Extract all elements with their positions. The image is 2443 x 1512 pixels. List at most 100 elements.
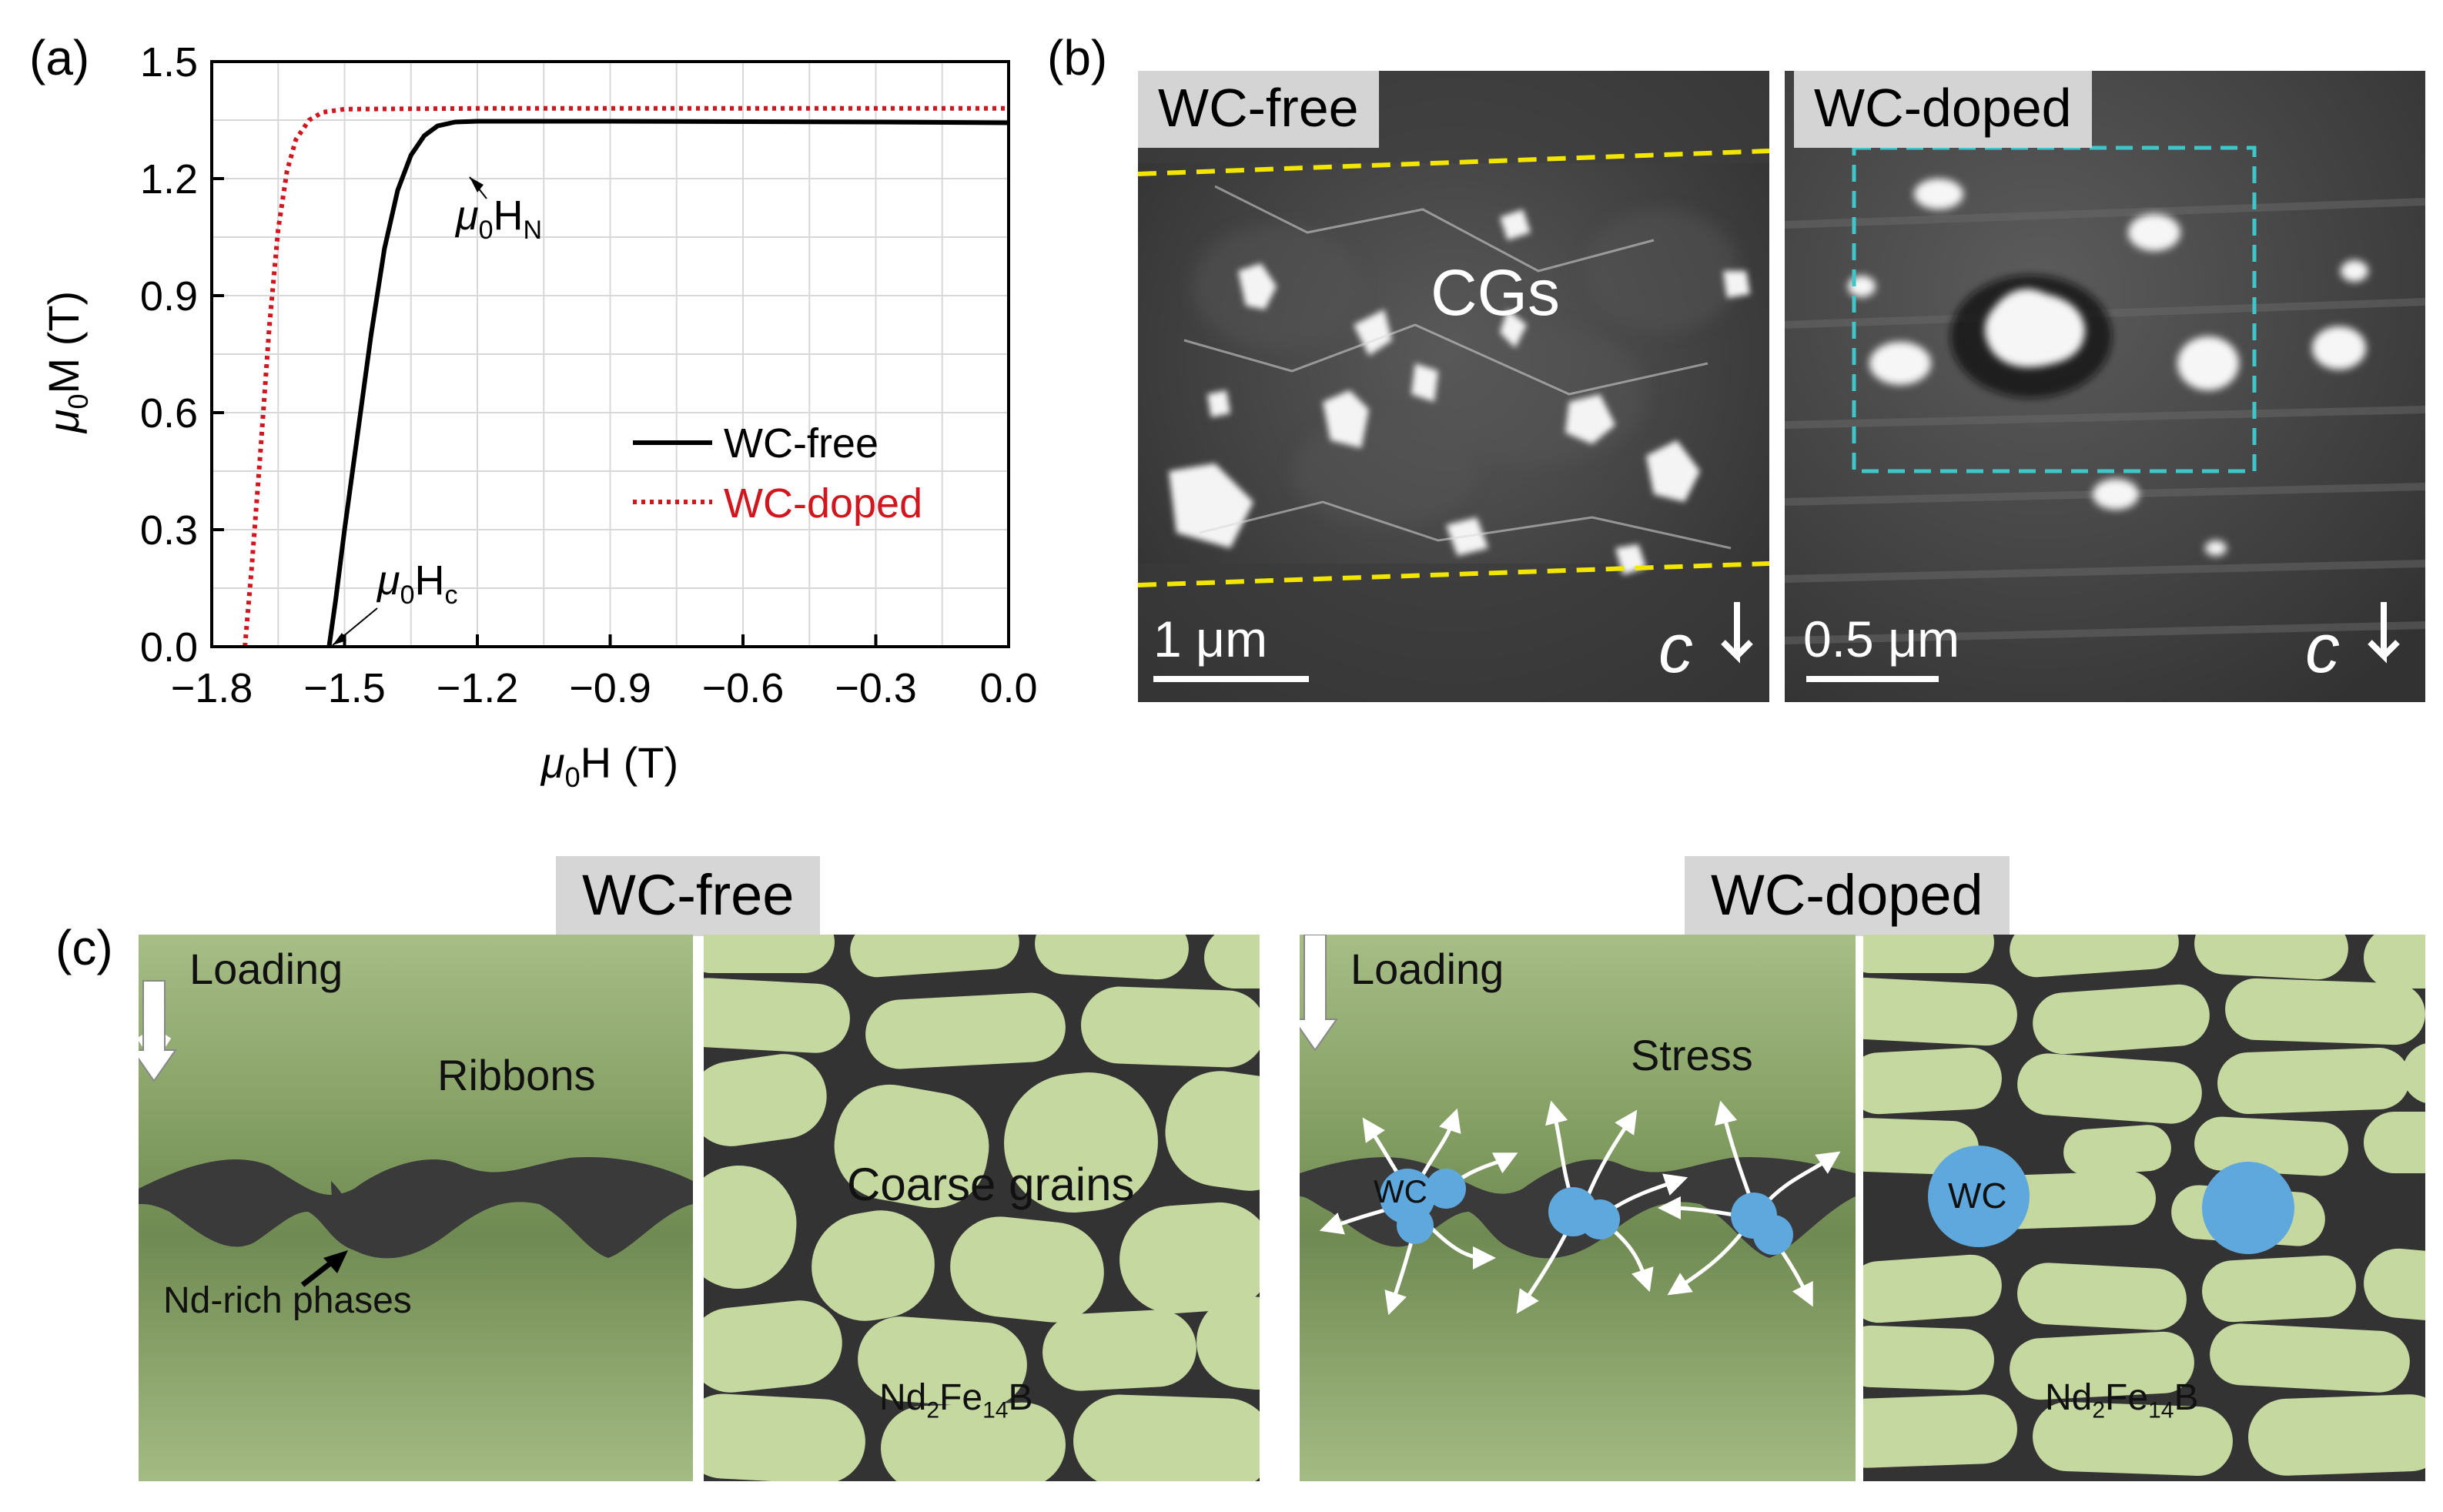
loading-label-left: Loading	[189, 945, 343, 993]
grain	[2194, 1116, 2348, 1176]
wc-label-stress: WC	[1374, 1173, 1427, 1209]
grain	[2210, 1323, 2410, 1393]
grain	[704, 1166, 797, 1289]
cgs-label: CGs	[1431, 256, 1560, 329]
grain	[1863, 977, 2017, 1046]
wc-doped-header: WC-doped	[1685, 856, 2010, 936]
grain	[1196, 1295, 1260, 1390]
x-axis-label: μ0H (T)	[540, 738, 678, 793]
grain	[704, 1054, 827, 1146]
wc-grains-diagram: WC Nd2Fe14B	[1863, 935, 2425, 1481]
nd-rich-label: Nd-rich phases	[163, 1280, 412, 1321]
grain	[1863, 1254, 2002, 1323]
grain	[1073, 1394, 1260, 1481]
ribbons-diagram: Loading Ribbons Nd-rich phases	[139, 935, 693, 1481]
scale-bar-label-right: 0.5 μm	[1803, 610, 1960, 667]
y-tick-label: 0.6	[140, 390, 198, 437]
grain	[2248, 1394, 2425, 1476]
grain	[2033, 984, 2210, 1055]
micrograph-wc-free: CGs 1 μm c	[1138, 71, 1769, 702]
stress-label: Stress	[1631, 1031, 1753, 1079]
scale-bar-label-left: 1 μm	[1153, 610, 1268, 667]
x-tick-label: −1.2	[437, 665, 519, 711]
y-tick-label: 0.9	[140, 273, 198, 319]
grain	[2033, 1402, 2233, 1476]
panel-a-label: (a)	[29, 30, 90, 85]
x-tick-label: 0.0	[979, 665, 1037, 711]
grain	[1863, 1394, 2017, 1468]
y-tick-label: 0.3	[140, 507, 198, 554]
grain	[2017, 1263, 2187, 1330]
grain	[2063, 1125, 2171, 1176]
grain	[850, 935, 1019, 978]
magnetization-chart: −1.8 −1.5 −1.2 −0.9 −0.6 −0.3 0.0 0.0 0.3 0.6 0.9 1…	[39, 39, 1038, 793]
grain	[950, 1216, 1104, 1323]
annotation-hc: μ0Hc	[332, 557, 458, 646]
grain	[865, 992, 1066, 1069]
wc-free-header: WC-free	[556, 856, 821, 936]
grain	[1986, 1171, 2156, 1229]
panel-c-label: (c)	[55, 920, 113, 975]
ribbons-label: Ribbons	[437, 1051, 596, 1099]
legend: WC-free WC-doped	[633, 420, 922, 527]
y-tick-label: 1.2	[140, 156, 198, 202]
coarse-grains-label: Coarse grains	[847, 1159, 1135, 1210]
grain	[1042, 1310, 1196, 1391]
x-tick-label: −0.9	[569, 665, 651, 711]
x-tick-label: −1.8	[171, 665, 253, 711]
nd2fe14b-label-left: Nd2Fe14B	[879, 1377, 1033, 1423]
grain	[1081, 986, 1260, 1068]
y-tick-label: 1.5	[140, 39, 198, 85]
grid	[211, 61, 1009, 647]
grain	[1035, 935, 1189, 980]
legend-label-wc-doped: WC-doped	[724, 480, 922, 527]
grain	[2402, 1043, 2425, 1103]
grain	[2364, 935, 2425, 988]
grain	[704, 1300, 842, 1393]
stress-diagram: Loading Stress WC	[1300, 935, 1856, 1481]
y-tick-label: 0.0	[140, 624, 198, 671]
coarse-grains-diagram: Coarse grains Nd2Fe14B	[704, 935, 1260, 1481]
annotation-hn-text: μ0HN	[454, 192, 542, 245]
panel-b-label: (b)	[1047, 30, 1108, 85]
annotation-hn: μ0HN	[454, 176, 542, 245]
x-tick-label: −0.3	[835, 665, 917, 711]
stress-arrow	[1516, 1226, 1571, 1314]
wc-label-grains: WC	[1948, 1176, 2007, 1216]
grain	[704, 935, 835, 973]
grain	[1863, 1047, 2002, 1115]
series-line-wc-doped	[243, 105, 1009, 647]
grain	[2364, 1248, 2425, 1322]
wc-free-micrograph-title: WC-free	[1138, 71, 1379, 148]
grain	[1165, 1071, 1260, 1191]
grain	[812, 1210, 935, 1321]
grain	[2364, 1112, 2425, 1173]
stress-arrow	[1429, 1226, 1496, 1269]
x-tick-label: −0.6	[702, 665, 785, 711]
grain	[704, 1393, 865, 1481]
c-axis-label-left: c	[1658, 610, 1693, 687]
c-axis-label-right: c	[2305, 610, 2340, 687]
annotation-hc-text: μ0Hc	[376, 557, 458, 610]
wc-doped-micrograph-title: WC-doped	[1794, 71, 2092, 148]
grain	[1863, 935, 1994, 973]
grain	[2225, 978, 2425, 1045]
legend-label-wc-free: WC-free	[724, 420, 878, 467]
grain	[2217, 1048, 2410, 1114]
grain	[2010, 935, 2179, 978]
stress-arrow	[1582, 1109, 1638, 1205]
wc-particle	[2202, 1162, 2294, 1254]
grain	[2202, 1255, 2356, 1323]
grain	[881, 1402, 1066, 1481]
grain	[834, 1084, 989, 1209]
x-tick-label: −1.5	[303, 665, 386, 711]
wc-particle	[1928, 1146, 2030, 1247]
grain	[1863, 1325, 1994, 1391]
grain	[1004, 1072, 1158, 1213]
grain	[2017, 1053, 2202, 1124]
stress-arrow	[1667, 1226, 1748, 1296]
grain	[1204, 935, 1260, 988]
nd2fe14b-label-right: Nd2Fe14B	[2045, 1377, 2199, 1423]
grain	[2010, 1331, 2194, 1400]
y-axis-label: μ0M (T)	[39, 291, 94, 434]
